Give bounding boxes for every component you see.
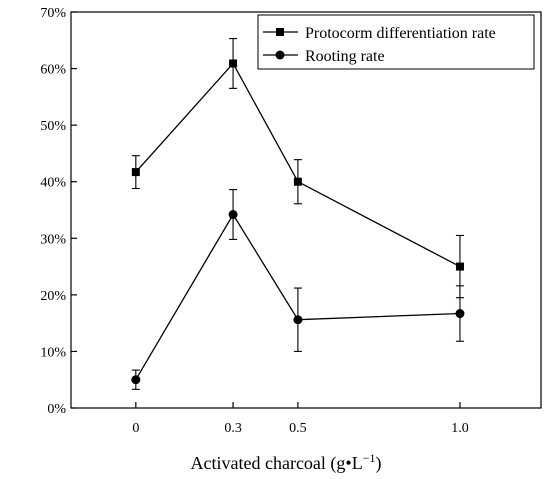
data-point-square xyxy=(131,168,140,177)
y-tick-label: 30% xyxy=(40,232,66,247)
series-protocorm xyxy=(131,38,464,299)
x-axis-title-superscript: −1 xyxy=(363,451,376,465)
y-tick-label: 0% xyxy=(47,402,66,417)
legend-marker-square xyxy=(276,28,284,36)
x-tick-label: 0 xyxy=(132,421,139,436)
y-tick-label: 70% xyxy=(40,6,66,21)
data-point-circle xyxy=(455,309,465,319)
y-tick-label: 40% xyxy=(40,176,66,191)
x-tick-label: 0.5 xyxy=(289,421,307,436)
series-line xyxy=(135,213,461,381)
data-point-circle xyxy=(131,375,141,385)
y-tick-label: 60% xyxy=(40,63,66,78)
y-tick-label: 50% xyxy=(40,119,66,134)
x-tick-label: 0.3 xyxy=(224,421,242,436)
series-line xyxy=(135,62,461,268)
legend-marker-circle xyxy=(275,50,285,60)
data-point-circle xyxy=(228,210,238,220)
y-tick-label: 10% xyxy=(40,345,66,360)
y-tick-label: 20% xyxy=(40,289,66,304)
plot-frame xyxy=(70,11,542,409)
series-rooting xyxy=(131,189,465,390)
x-axis-title-close: ) xyxy=(376,453,382,474)
legend: Protocorm differentiation rate Rooting r… xyxy=(257,14,535,70)
x-axis: 0 0.3 0.5 1.0 xyxy=(132,402,469,436)
x-axis-title: Activated charcoal (g•L−1) xyxy=(191,451,382,474)
data-point-square xyxy=(293,177,302,186)
legend-label-protocorm: Protocorm differentiation rate xyxy=(305,25,496,42)
legend-label-rooting: Rooting rate xyxy=(305,48,385,65)
x-tick-label: 1.0 xyxy=(451,421,469,436)
data-point-square xyxy=(229,59,238,68)
data-point-circle xyxy=(293,315,303,325)
data-point-square xyxy=(455,262,464,271)
series-layer xyxy=(131,38,465,390)
y-axis: 0% 10% 20% 30% 40% 50% 60% 70% xyxy=(40,6,77,417)
legend-box xyxy=(257,14,535,70)
